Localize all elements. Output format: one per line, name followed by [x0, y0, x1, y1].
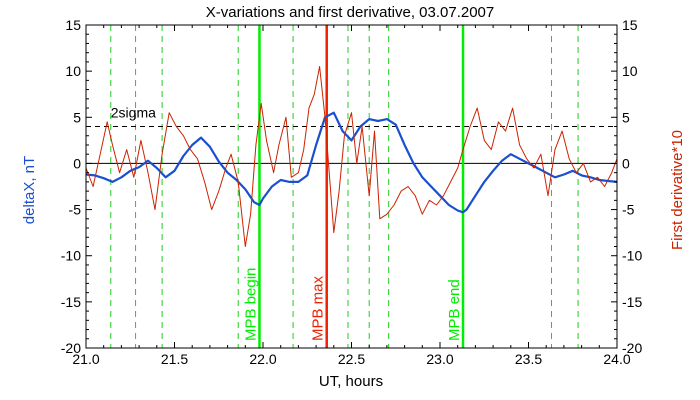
y-tick-label-right-0: -20	[622, 340, 642, 356]
series-lines	[85, 66, 618, 247]
y-tick-label-left-3: -5	[69, 202, 82, 218]
chart-title: X-variations and first derivative, 03.07…	[206, 4, 495, 21]
y-tick-label-left-5: 5	[73, 109, 81, 125]
x-tick-label-0: 21.0	[72, 351, 99, 367]
y-tick-label-left-2: -10	[61, 248, 81, 264]
vertical-markers: MPB begin MPB max MPB end	[242, 25, 465, 348]
x-tick-label-6: 24.0	[603, 351, 630, 367]
x-axis-label: UT, hours	[319, 373, 383, 390]
y-tick-label-right-7: 15	[622, 17, 638, 33]
axes: 21.0 21.5 22.0 22.5 23.0 23.5 24.0-20 -20-15 -15…	[61, 17, 643, 367]
dashed-verticals	[110, 25, 579, 348]
series-deltaX	[85, 111, 618, 214]
y-axis-label-left: deltaX, nT	[21, 156, 38, 224]
marker-label-0: MPB begin	[242, 268, 259, 341]
y-tick-label-left-0: -20	[61, 340, 81, 356]
two-sigma-label: 2sigma	[111, 105, 156, 121]
x-tick-label-1: 21.5	[161, 351, 188, 367]
y-tick-label-left-6: 10	[65, 63, 81, 79]
y-tick-label-left-4: 0	[73, 155, 81, 171]
x-tick-label-5: 23.5	[515, 351, 542, 367]
y-tick-label-right-2: -10	[622, 248, 642, 264]
series-derivative	[85, 66, 618, 247]
y-tick-label-left-7: 15	[65, 17, 81, 33]
y-tick-label-right-4: 0	[622, 155, 630, 171]
x-tick-label-3: 22.5	[338, 351, 365, 367]
y-tick-label-right-5: 5	[622, 109, 630, 125]
plot-frame	[85, 24, 618, 349]
x-tick-label-2: 22.0	[249, 351, 276, 367]
y-tick-label-right-1: -15	[622, 294, 642, 310]
marker-label-2: MPB end	[446, 279, 463, 341]
x-tick-label-4: 23.0	[426, 351, 453, 367]
y-tick-label-left-1: -15	[61, 294, 81, 310]
marker-label-1: MPB max	[310, 275, 327, 341]
y-axis-label-right: First derivative*10	[669, 130, 686, 250]
y-tick-label-right-3: -5	[622, 202, 635, 218]
y-tick-label-right-6: 10	[622, 63, 638, 79]
